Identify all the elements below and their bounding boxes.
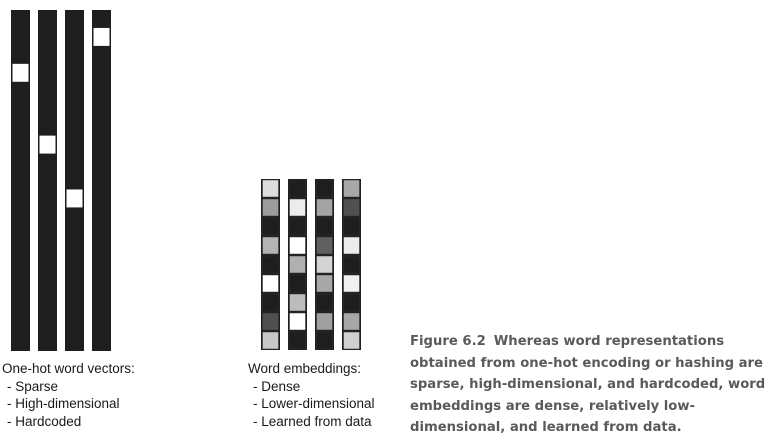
one-hot-vector-bar	[38, 10, 57, 351]
embedding-cell	[316, 312, 333, 331]
embedding-cell	[343, 198, 360, 217]
embeddings-property-lower-dimensional: Lower-dimensional	[248, 395, 374, 413]
figure-number: Figure 6.2	[410, 334, 486, 349]
embedding-cell	[343, 236, 360, 255]
embedding-cell	[262, 217, 279, 236]
embedding-cell	[289, 274, 306, 293]
embedding-cell	[289, 331, 306, 350]
one-hot-vectors-group	[11, 10, 111, 351]
embedding-cell	[289, 198, 306, 217]
embedding-cell	[262, 274, 279, 293]
one-hot-active-cell	[12, 63, 29, 82]
one-hot-vector	[65, 10, 84, 351]
embedding-vector	[315, 179, 334, 350]
one-hot-vector	[38, 10, 57, 351]
embedding-cell	[343, 274, 360, 293]
one-hot-vector-bar	[92, 10, 111, 351]
one-hot-active-cell	[39, 135, 56, 154]
one-hot-vector-bar	[11, 10, 30, 351]
embedding-cell	[316, 179, 333, 198]
embedding-cell	[343, 217, 360, 236]
one-hot-vector-bar	[65, 10, 84, 351]
embeddings-property-dense: Dense	[248, 378, 375, 396]
figure-caption: Figure 6.2 Whereas word representations o…	[410, 331, 772, 439]
embedding-cell	[289, 293, 306, 312]
embedding-vector	[261, 179, 280, 350]
embedding-cell	[289, 312, 306, 331]
embedding-cell	[289, 255, 306, 274]
one-hot-active-cell	[66, 189, 83, 208]
caption-text: Whereas word representations obtained fr…	[410, 334, 766, 435]
one-hot-heading: One-hot word vectors:	[2, 361, 135, 376]
embedding-cell	[262, 293, 279, 312]
embedding-cell	[289, 217, 306, 236]
embedding-cell	[316, 198, 333, 217]
one-hot-active-cell	[93, 27, 110, 46]
embedding-cell	[262, 179, 279, 198]
embedding-cell	[316, 217, 333, 236]
embedding-vector	[342, 179, 361, 350]
one-hot-property-sparse: Sparse	[2, 378, 135, 396]
embedding-cell	[343, 293, 360, 312]
embedding-cell	[343, 312, 360, 331]
embeddings-property-learned: Learned from data	[248, 413, 375, 431]
embedding-vector	[288, 179, 307, 350]
embedding-cell	[343, 255, 360, 274]
word-embeddings-group	[261, 179, 361, 350]
embedding-cell	[262, 236, 279, 255]
embedding-cell	[262, 312, 279, 331]
one-hot-vector	[92, 10, 111, 351]
one-hot-property-hardcoded: Hardcoded	[2, 413, 135, 431]
embedding-cell	[316, 255, 333, 274]
embedding-cell	[316, 293, 333, 312]
embedding-cell	[262, 198, 279, 217]
embedding-cell	[262, 331, 279, 350]
embedding-cell	[262, 255, 279, 274]
embedding-cell	[316, 331, 333, 350]
embedding-cell	[343, 179, 360, 198]
one-hot-property-high-dimensional: High-dimensional	[2, 395, 135, 413]
embedding-cell	[289, 179, 306, 198]
one-hot-vector	[11, 10, 30, 351]
embedding-cell	[289, 236, 306, 255]
embedding-cell	[316, 236, 333, 255]
embeddings-heading: Word embeddings:	[248, 361, 362, 376]
one-hot-label: One-hot word vectors: Sparse High-dimens…	[2, 360, 135, 430]
embedding-cell	[316, 274, 333, 293]
embedding-cell	[343, 331, 360, 350]
embeddings-label: Word embeddings: Dense Lower-dimensional…	[248, 360, 375, 430]
